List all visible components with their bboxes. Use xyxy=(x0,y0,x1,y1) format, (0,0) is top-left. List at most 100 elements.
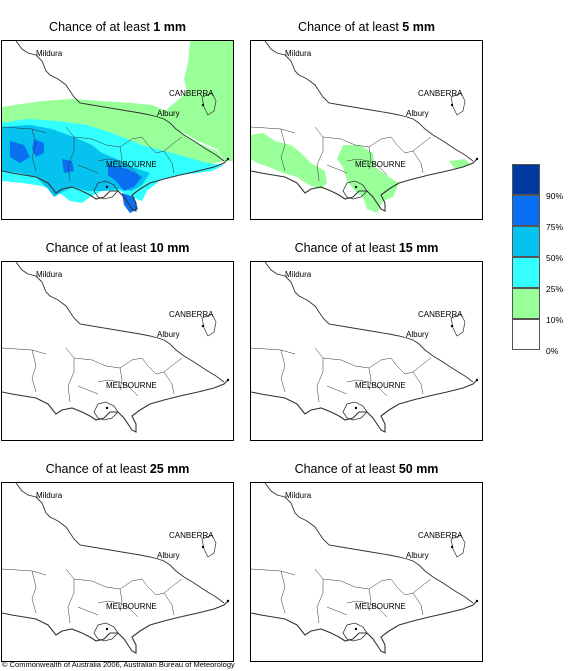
act-border xyxy=(201,313,217,337)
city-marker-0 xyxy=(475,157,479,161)
city-marker-0 xyxy=(226,599,230,603)
legend-label-25: 25% xyxy=(546,284,564,294)
legend-label-0: 0% xyxy=(546,346,559,356)
map-15mm: Mildura CANBERRA Albury MELBOURNE xyxy=(250,261,483,441)
legend-swatch-0-10 xyxy=(512,319,540,350)
city-marker-0 xyxy=(226,157,230,161)
coastline xyxy=(251,158,478,212)
district-borders xyxy=(251,126,432,182)
city-marker-1 xyxy=(354,406,358,410)
rain-shading-5mm xyxy=(251,133,471,213)
label-albury: Albury xyxy=(157,551,180,560)
label-melbourne: MELBOURNE xyxy=(355,602,406,611)
port-phillip-bay xyxy=(342,401,368,421)
label-albury: Albury xyxy=(406,551,429,560)
city-marker-1 xyxy=(354,627,358,631)
city-marker-1 xyxy=(105,627,109,631)
label-mildura: Mildura xyxy=(36,49,63,58)
state-border-murray xyxy=(15,483,225,604)
label-canberra: CANBERRA xyxy=(169,310,214,319)
shade-area-0 xyxy=(251,133,327,189)
district-borders xyxy=(251,568,432,624)
shade-area-2 xyxy=(449,159,471,169)
panel-title: Chance of at least 50 mm xyxy=(294,462,439,476)
legend-swatch-90-100 xyxy=(512,164,540,195)
legend-label-75: 75% xyxy=(546,222,564,232)
label-canberra: CANBERRA xyxy=(418,310,463,319)
act-border xyxy=(201,92,217,116)
state-border-murray xyxy=(15,262,225,383)
label-canberra: CANBERRA xyxy=(418,89,463,98)
state-border-murray xyxy=(264,41,474,162)
city-marker-0 xyxy=(475,378,479,382)
base-map xyxy=(2,41,230,212)
coastline xyxy=(2,600,229,654)
legend-swatch-10-25 xyxy=(512,288,540,319)
map-1mm: Mildura CANBERRA Albury MELBOURNE xyxy=(1,40,234,220)
port-phillip-bay xyxy=(342,622,368,642)
city-marker-1 xyxy=(105,406,109,410)
label-melbourne: MELBOURNE xyxy=(355,381,406,390)
city-marker-0 xyxy=(226,378,230,382)
base-map xyxy=(2,262,230,433)
label-mildura: Mildura xyxy=(36,491,63,500)
label-melbourne: MELBOURNE xyxy=(106,160,157,169)
city-marker-2 xyxy=(201,324,205,328)
state-border-murray xyxy=(264,262,474,383)
port-phillip-bay xyxy=(93,401,119,421)
base-map xyxy=(251,483,479,654)
city-marker-1 xyxy=(354,185,358,189)
panel-title: Chance of at least 10 mm xyxy=(45,241,190,255)
district-borders xyxy=(2,568,183,624)
copyright-notice: © Commonwealth of Australia 2006, Austra… xyxy=(2,660,235,669)
act-border xyxy=(201,534,217,558)
coastline xyxy=(251,600,478,654)
city-marker-0 xyxy=(475,599,479,603)
act-border xyxy=(450,92,466,116)
label-mildura: Mildura xyxy=(285,270,312,279)
state-border-murray xyxy=(15,41,225,162)
panel-title: Chance of at least 25 mm xyxy=(45,462,190,476)
rain-shading-1mm xyxy=(2,41,233,213)
label-melbourne: MELBOURNE xyxy=(355,160,406,169)
act-border xyxy=(450,534,466,558)
base-map xyxy=(2,483,230,654)
shade-area-0 xyxy=(167,41,233,161)
port-phillip-bay xyxy=(93,180,119,200)
act-border xyxy=(450,313,466,337)
legend-label-90: 90% xyxy=(546,191,564,201)
label-albury: Albury xyxy=(157,330,180,339)
district-borders xyxy=(2,126,183,182)
legend-swatch-75-90 xyxy=(512,195,540,226)
label-melbourne: MELBOURNE xyxy=(106,381,157,390)
city-marker-1 xyxy=(105,185,109,189)
label-albury: Albury xyxy=(406,109,429,118)
coastline xyxy=(2,158,229,212)
legend-swatch-25-50 xyxy=(512,257,540,288)
base-map xyxy=(251,41,479,212)
shade-area-1 xyxy=(337,145,399,213)
base-map xyxy=(251,262,479,433)
port-phillip-bay xyxy=(93,622,119,642)
panel-title: Chance of at least 1 mm xyxy=(49,20,186,34)
district-borders xyxy=(251,347,432,403)
label-albury: Albury xyxy=(157,109,180,118)
shade-area-4 xyxy=(10,141,30,163)
city-marker-2 xyxy=(450,103,454,107)
shade-area-5 xyxy=(32,139,44,157)
legend-swatch-50-75 xyxy=(512,226,540,257)
label-canberra: CANBERRA xyxy=(169,531,214,540)
coastline xyxy=(251,379,478,433)
city-marker-2 xyxy=(450,324,454,328)
map-10mm: Mildura CANBERRA Albury MELBOURNE xyxy=(1,261,234,441)
panel-title: Chance of at least 5 mm xyxy=(298,20,435,34)
label-canberra: CANBERRA xyxy=(169,89,214,98)
district-borders xyxy=(2,347,183,403)
label-melbourne: MELBOURNE xyxy=(106,602,157,611)
port-phillip-bay xyxy=(342,180,368,200)
shade-area-6 xyxy=(108,165,142,191)
map-5mm: Mildura CANBERRA Albury MELBOURNE xyxy=(250,40,483,220)
panel-title: Chance of at least 15 mm xyxy=(294,241,439,255)
map-50mm: Mildura CANBERRA Albury MELBOURNE xyxy=(250,482,483,662)
city-marker-2 xyxy=(201,103,205,107)
